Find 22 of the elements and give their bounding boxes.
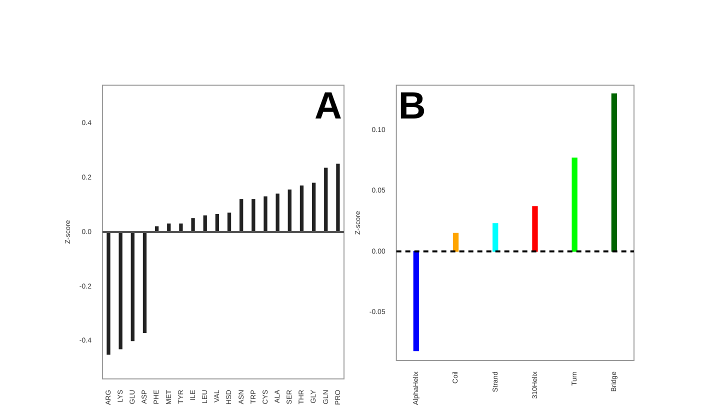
bar xyxy=(413,251,419,352)
bar xyxy=(572,158,578,252)
annotation: A xyxy=(314,86,342,128)
bar xyxy=(300,185,304,232)
bar xyxy=(276,194,280,232)
bar xyxy=(532,206,538,252)
bar xyxy=(288,190,292,232)
bar xyxy=(142,232,147,333)
annotation: B xyxy=(398,86,426,128)
bar xyxy=(452,232,459,252)
bar xyxy=(492,223,498,252)
bar xyxy=(312,182,316,232)
bar xyxy=(240,199,244,232)
bar xyxy=(118,232,122,350)
bar xyxy=(264,196,268,232)
bar xyxy=(336,164,340,232)
bar xyxy=(130,232,134,342)
bar xyxy=(611,93,618,252)
bar xyxy=(106,232,110,355)
bar xyxy=(227,212,232,232)
bar xyxy=(324,168,328,232)
bar xyxy=(252,199,256,232)
